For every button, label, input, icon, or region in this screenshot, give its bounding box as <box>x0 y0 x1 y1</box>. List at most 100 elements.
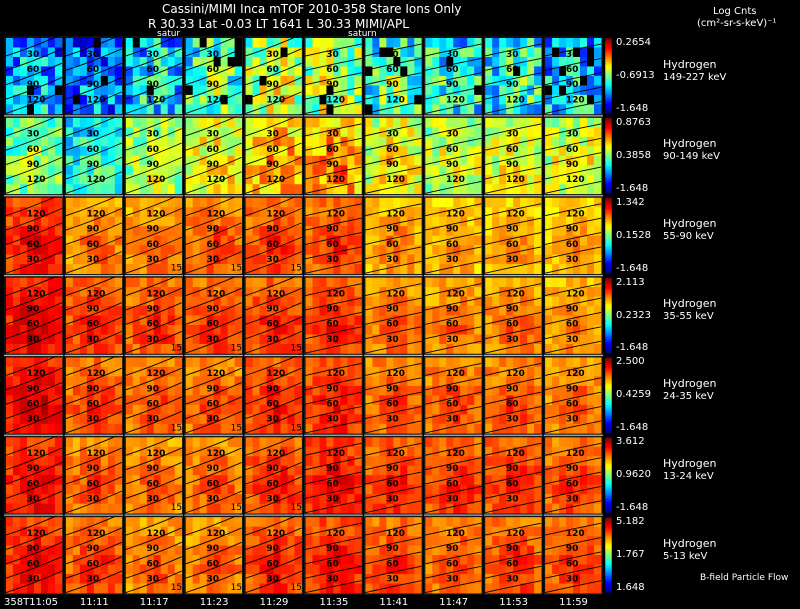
contour-line <box>425 420 482 434</box>
contour-label: 90 <box>446 464 459 474</box>
contour-label: 60 <box>266 400 279 410</box>
edge-label: 15 <box>291 264 302 274</box>
contour-line <box>365 326 422 340</box>
contour-line <box>545 166 602 180</box>
contour-label: 120 <box>446 175 465 185</box>
contour-line <box>185 208 242 231</box>
contour-line <box>185 410 242 434</box>
contour-line <box>305 537 362 550</box>
contour-line <box>245 156 302 180</box>
contour-label: 30 <box>87 130 100 140</box>
contour-label: 120 <box>27 449 46 459</box>
contour-label: 60 <box>147 65 160 75</box>
contour-label: 120 <box>446 449 465 459</box>
panel-r3-c5: 120 90 60 30 15 <box>244 193 304 276</box>
contour-line <box>65 48 122 71</box>
contour-label: 60 <box>446 400 459 410</box>
contour-label: 90 <box>87 160 100 170</box>
contour-line <box>425 391 482 405</box>
contour-line <box>365 537 422 550</box>
contour-line <box>425 166 482 180</box>
unit-title: Log Cnts <box>713 6 757 17</box>
contour-label: 60 <box>446 320 459 330</box>
contour-line <box>65 367 122 391</box>
contour-line <box>305 471 362 485</box>
contour-label: 90 <box>566 160 579 170</box>
contour-label: 30 <box>206 574 219 584</box>
contour-line <box>5 62 63 86</box>
contour-label: 60 <box>27 479 40 489</box>
contour-line <box>305 340 362 354</box>
contour-label: 120 <box>386 95 405 105</box>
contour-label: 90 <box>27 225 40 235</box>
row-label: Hydrogen 35-55 keV <box>663 297 717 323</box>
contour-label: 90 <box>266 160 279 170</box>
contour-line <box>365 565 422 579</box>
x-tick-label: 11:29 <box>259 597 289 608</box>
contour-line <box>65 570 122 594</box>
contour-label: 30 <box>266 415 279 425</box>
panel-r6-c5: 120 90 60 30 15 <box>244 433 304 515</box>
contour-line <box>485 363 542 376</box>
contour-label: 30 <box>147 574 160 584</box>
contour-label: 90 <box>206 464 219 474</box>
contour-label: 90 <box>446 384 459 394</box>
panel-r3-c9: 120 90 60 30 <box>483 196 543 276</box>
contour-line <box>425 551 482 565</box>
contour-line <box>65 62 122 86</box>
contour-line <box>485 72 542 86</box>
saturn-label-1: satur <box>157 29 181 39</box>
contour-line <box>425 123 482 137</box>
x-tick-label: 11:17 <box>139 597 169 608</box>
contour-line <box>5 302 63 325</box>
contour-line <box>305 500 362 514</box>
contour-line <box>545 340 602 354</box>
contour-label: 60 <box>206 479 219 489</box>
contour-label: 90 <box>506 464 519 474</box>
contour-line <box>365 522 422 536</box>
contour-line <box>245 208 302 231</box>
contour-line <box>485 500 542 514</box>
contour-line <box>425 57 482 71</box>
contour-line <box>185 48 242 71</box>
contour-line <box>5 476 63 499</box>
contour-line <box>125 490 182 514</box>
panel-r2-c10: 30 60 90 120 <box>543 116 603 196</box>
contour-line <box>425 180 482 194</box>
contour-label: 90 <box>506 305 519 315</box>
contour-line <box>185 476 242 499</box>
panel-r2-c2: 30 60 90 120 <box>64 113 124 196</box>
panel-r6-c4: 120 90 60 30 15 <box>184 433 244 515</box>
contour-line <box>305 486 362 499</box>
contour-label: 120 <box>566 175 585 185</box>
contour-line <box>545 246 602 260</box>
contour-label: 90 <box>446 160 459 170</box>
contour-label: 120 <box>446 209 465 219</box>
contour-line <box>305 101 362 114</box>
contour-line <box>365 101 422 114</box>
contour-line <box>305 166 362 180</box>
contour-label: 120 <box>326 449 345 459</box>
colorbar-row-4 <box>604 277 613 355</box>
contour-label: 60 <box>147 559 160 569</box>
contour-line <box>65 128 122 151</box>
contour-line <box>545 180 602 194</box>
contour-label: 30 <box>386 50 399 60</box>
panel-r1-c8: 30 60 90 120 <box>423 36 483 116</box>
contour-line <box>545 311 602 325</box>
contour-label: 30 <box>206 50 219 60</box>
contour-label: 60 <box>506 240 519 250</box>
colorbar-max: 0.8763 <box>616 116 651 128</box>
contour-label: 90 <box>566 544 579 554</box>
contour-line <box>365 123 422 137</box>
panel-r6-c10: 120 90 60 30 <box>543 435 603 515</box>
contour-line <box>485 442 542 456</box>
contour-line <box>5 410 63 434</box>
contour-line <box>185 236 242 260</box>
contour-line <box>245 316 302 340</box>
panel-r6-c3: 120 90 60 30 15 <box>124 433 184 515</box>
edge-label: 15 <box>231 583 242 593</box>
contour-label: 60 <box>27 145 40 155</box>
panel-r6-c2: 120 90 60 30 <box>64 433 124 515</box>
